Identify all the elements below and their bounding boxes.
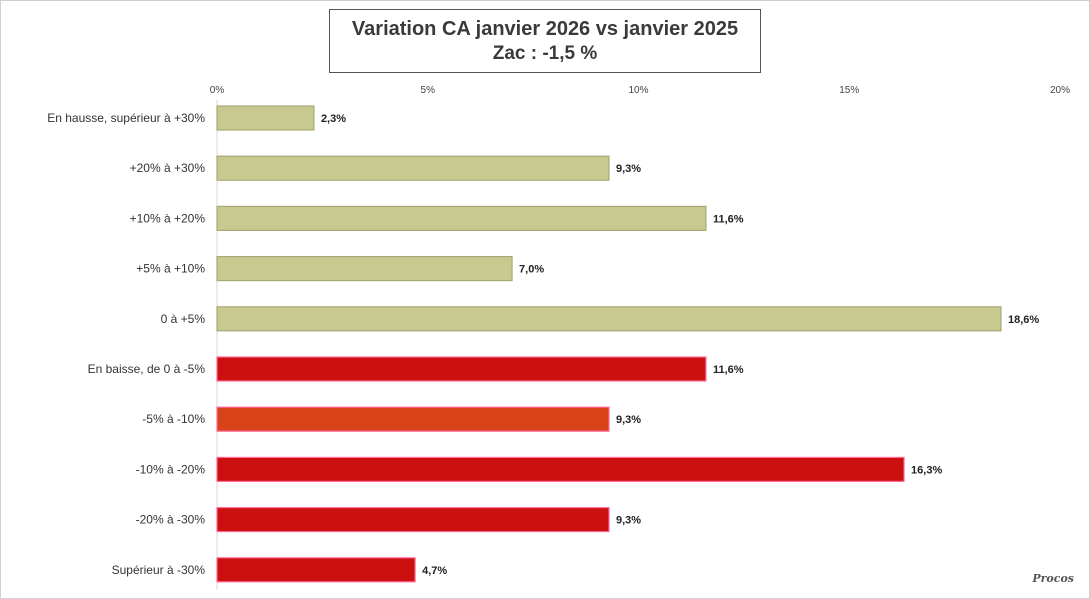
value-label: 16,3% (911, 464, 942, 476)
bar (216, 356, 707, 382)
category-label: En baisse, de 0 à -5% (88, 362, 206, 376)
category-label: +5% à +10% (136, 262, 205, 276)
x-tick-label: 20% (1050, 85, 1070, 96)
x-tick-label: 15% (839, 85, 859, 96)
chart-title: Variation CA janvier 2026 vs janvier 202… (351, 18, 739, 40)
x-tick-label: 0% (210, 85, 225, 96)
bar (216, 105, 315, 131)
value-label: 9,3% (616, 515, 641, 527)
bar (216, 306, 1002, 332)
bar (216, 205, 707, 231)
category-label: -20% à -30% (136, 513, 206, 527)
value-label: 9,3% (616, 163, 641, 175)
value-label: 4,7% (422, 565, 447, 577)
watermark-logo: Procos (1032, 572, 1074, 585)
value-label: 9,3% (616, 414, 641, 426)
category-label: En hausse, supérieur à +30% (47, 111, 205, 125)
bar (216, 507, 610, 533)
x-tick-label: 10% (628, 85, 648, 96)
bar (216, 155, 610, 181)
chart-subtitle: Zac : -1,5 % (492, 43, 598, 64)
category-label: 0 à +5% (161, 312, 206, 326)
category-label: -5% à -10% (142, 412, 205, 426)
bar (216, 557, 416, 583)
bar (216, 256, 513, 282)
category-label: -10% à -20% (136, 462, 206, 476)
value-label: 2,3% (321, 113, 346, 125)
value-label: 18,6% (1008, 314, 1039, 326)
bar (216, 406, 610, 432)
value-label: 11,6% (713, 213, 744, 225)
chart-title-box: Variation CA janvier 2026 vs janvier 202… (329, 9, 761, 73)
value-label: 11,6% (713, 364, 744, 376)
category-label: Supérieur à -30% (112, 563, 206, 577)
category-label: +20% à +30% (130, 161, 206, 175)
bar (216, 456, 905, 482)
x-tick-label: 5% (421, 85, 436, 96)
category-label: +10% à +20% (130, 211, 206, 225)
value-label: 7,0% (519, 264, 544, 276)
